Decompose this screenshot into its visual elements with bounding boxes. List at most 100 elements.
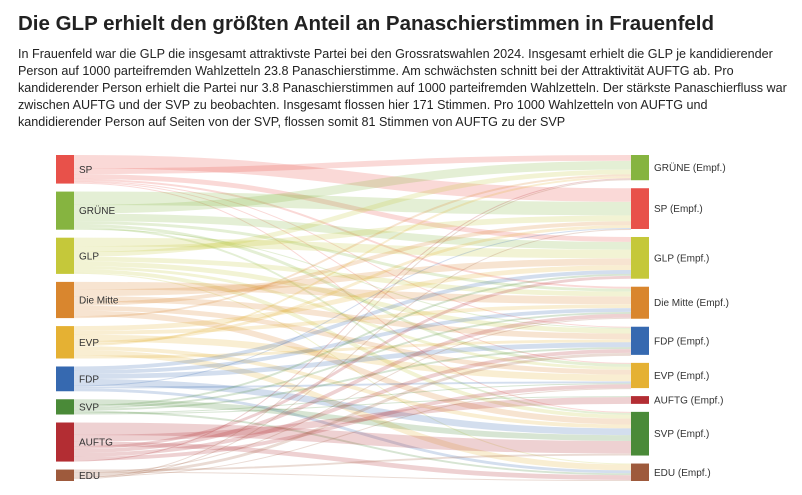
flow-link-die-mitte-to-svp-empf- [73, 310, 632, 425]
target-node-1 [631, 188, 649, 229]
target-node-label: FDP (Empf.) [654, 336, 709, 347]
flow-link-edu-to-edu-empf- [73, 471, 632, 482]
target-node-4 [631, 326, 649, 355]
source-node-label: EDU [79, 471, 100, 482]
flow-link-auftg-to-grüne-empf- [73, 178, 632, 462]
flow-link-glp-to-evp-empf- [73, 266, 632, 370]
flow-link-die-mitte-to-glp-empf- [73, 258, 632, 297]
flow-link-svp-to-svp-empf- [73, 399, 632, 441]
source-node-label: EVP [79, 338, 99, 349]
source-node-label: AUFTG [79, 438, 113, 449]
flow-link-sp-to-evp-empf- [73, 181, 632, 364]
target-node-6 [631, 396, 649, 404]
flow-link-glp-to-glp-empf- [73, 237, 632, 259]
flow-link-die-mitte-to-die-mitte-empf- [73, 281, 632, 305]
target-node-label: EVP (Empf.) [654, 371, 709, 382]
target-node-label: GLP (Empf.) [654, 253, 709, 264]
flow-link-fdp-to-die-mitte-empf- [73, 308, 632, 375]
target-node-0 [631, 155, 649, 181]
flow-link-fdp-to-svp-empf- [73, 378, 632, 436]
flow-nodes: SP GRÜNE GLP Die Mitte EVP FDP SVP AUFTG EDU GRÜN… [56, 155, 729, 482]
source-node-2 [56, 237, 74, 274]
flow-link-sp-to-sp-empf- [73, 154, 632, 202]
flow-link-fdp-to-edu-empf- [73, 388, 632, 474]
flow-link-fdp-to-sp-empf- [73, 228, 632, 387]
target-node-label: Die Mitte (Empf.) [654, 298, 729, 309]
flow-link-evp-to-grüne-empf- [73, 176, 632, 347]
flow-link-fdp-to-evp-empf- [73, 381, 632, 389]
flow-link-glp-to-sp-empf- [73, 215, 632, 253]
target-node-3 [631, 286, 649, 319]
chart-title: Die GLP erhielt den größten Anteil an Pa… [18, 12, 715, 35]
source-node-8 [56, 469, 74, 481]
flow-link-edu-to-svp-empf- [73, 453, 632, 472]
flow-link-die-mitte-to-fdp-empf- [73, 296, 632, 340]
flow-link-auftg-to-evp-empf- [73, 384, 632, 461]
flow-link-edu-to-die-mitte-empf- [73, 317, 632, 474]
flow-link-die-mitte-to-grüne-empf- [73, 174, 632, 319]
target-node-label: AUFTG (Empf.) [654, 395, 723, 406]
flow-link-svp-to-auftg-empf- [73, 396, 632, 415]
flow-link-grüne-to-svp-empf- [73, 226, 632, 415]
flow-link-svp-to-edu-empf- [73, 410, 632, 476]
target-node-2 [631, 236, 649, 279]
flow-link-sp-to-die-mitte-empf- [73, 178, 632, 289]
flow-link-auftg-to-die-mitte-empf- [73, 313, 632, 454]
source-node-label: Die Mitte [79, 295, 119, 306]
source-node-label: GRÜNE [79, 205, 115, 217]
source-node-1 [56, 191, 74, 230]
flow-link-evp-to-die-mitte-empf- [73, 304, 632, 335]
source-node-0 [56, 155, 74, 184]
target-node-label: EDU (Empf.) [654, 468, 711, 479]
flow-link-edu-to-sp-empf- [73, 228, 632, 480]
flow-link-grüne-to-fdp-empf- [73, 228, 632, 329]
flow-link-die-mitte-to-evp-empf- [73, 305, 632, 375]
target-node-label: SP (Empf.) [654, 204, 703, 215]
flow-link-grüne-to-glp-empf- [73, 213, 632, 250]
source-node-label: GLP [79, 251, 99, 262]
source-node-label: SP [79, 165, 93, 176]
target-node-8 [631, 463, 649, 481]
flow-link-edu-to-evp-empf- [73, 388, 632, 478]
flow-link-edu-to-grüne-empf- [73, 179, 632, 479]
flow-link-fdp-to-glp-empf- [73, 269, 632, 371]
source-node-3 [56, 281, 74, 319]
flow-link-glp-to-edu-empf- [73, 272, 632, 465]
target-node-label: GRÜNE (Empf.) [654, 162, 726, 174]
flow-link-auftg-to-svp-empf- [73, 422, 632, 454]
flow-link-glp-to-svp-empf- [73, 269, 632, 419]
flow-link-evp-to-edu-empf- [73, 349, 632, 471]
flow-link-sp-to-svp-empf- [73, 182, 632, 413]
flow-link-auftg-to-auftg-empf- [73, 397, 632, 442]
flow-link-fdp-to-fdp-empf- [73, 342, 632, 379]
flow-link-svp-to-die-mitte-empf- [73, 311, 632, 409]
flow-link-svp-to-glp-empf- [73, 273, 632, 407]
flow-link-glp-to-grüne-empf- [73, 169, 632, 257]
flow-link-die-mitte-to-sp-empf- [73, 221, 632, 306]
flow-link-grüne-to-grüne-empf- [73, 160, 632, 214]
flow-link-edu-to-fdp-empf- [73, 352, 632, 477]
flow-link-svp-to-evp-empf- [73, 383, 632, 414]
source-node-label: FDP [79, 374, 99, 385]
flow-link-glp-to-die-mitte-empf- [73, 256, 632, 297]
flow-link-auftg-to-fdp-empf- [73, 349, 632, 457]
target-node-label: SVP (Empf.) [654, 429, 709, 440]
chart-description: In Frauenfeld war die GLP die insgesamt … [18, 47, 787, 129]
flow-link-auftg-to-glp-empf- [73, 275, 632, 450]
flow-links [73, 154, 632, 482]
flow-link-auftg-to-edu-empf- [73, 441, 632, 481]
flow-link-sp-to-fdp-empf- [73, 180, 632, 328]
flow-link-evp-to-svp-empf- [73, 346, 632, 429]
target-node-7 [631, 411, 649, 456]
flow-link-sp-to-grüne-empf- [73, 155, 632, 175]
target-node-5 [631, 362, 649, 389]
flow-link-evp-to-evp-empf- [73, 334, 632, 382]
source-node-label: SVP [79, 402, 99, 413]
flow-link-glp-to-fdp-empf- [73, 261, 632, 334]
flow-link-evp-to-glp-empf- [73, 265, 632, 331]
source-node-7 [56, 422, 74, 462]
source-node-4 [56, 326, 74, 359]
flow-link-grüne-to-evp-empf- [73, 223, 632, 367]
flow-link-sp-to-glp-empf- [73, 174, 632, 242]
